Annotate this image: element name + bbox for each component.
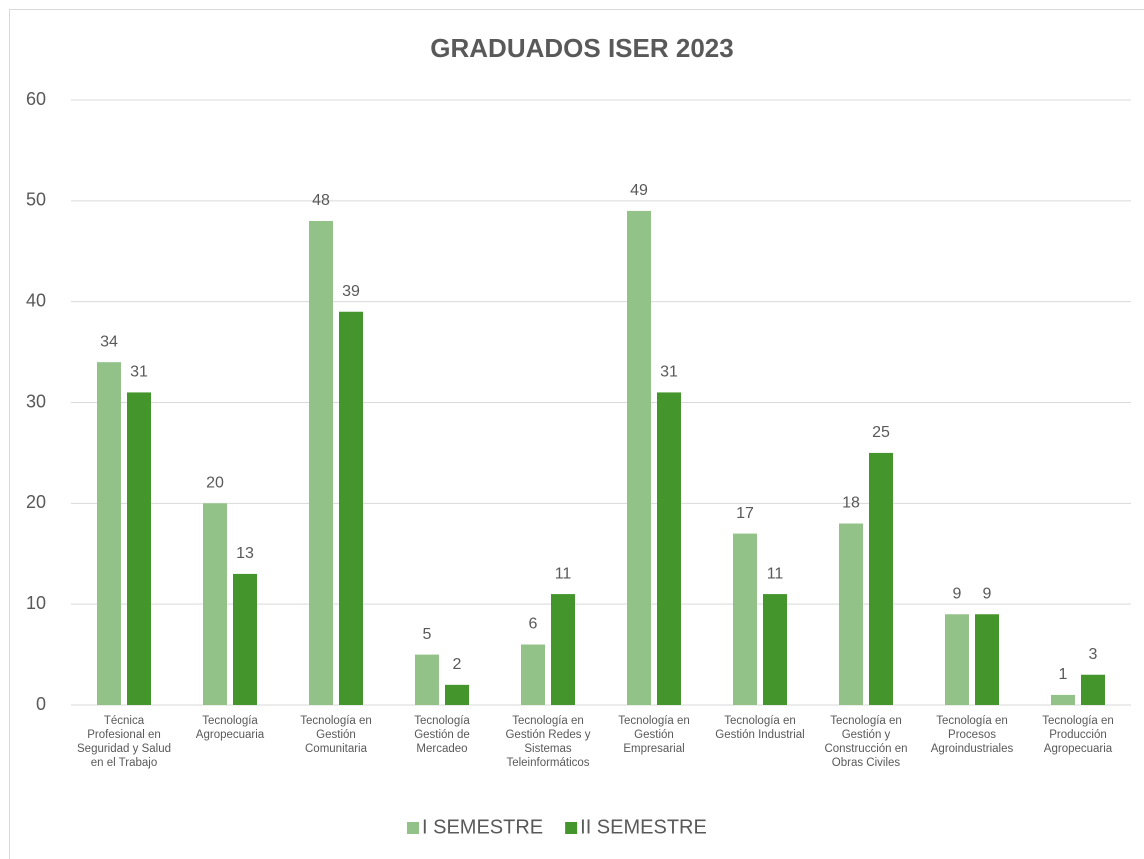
- y-tick-label: 10: [26, 593, 46, 613]
- x-tick-label: Tecnología en Gestión Industrial: [715, 715, 805, 741]
- bar: [763, 594, 787, 705]
- data-label: 18: [842, 495, 860, 512]
- x-tick-label: Tecnología en Gestión y Construcción en …: [824, 715, 908, 769]
- y-tick-label: 30: [26, 391, 46, 411]
- x-tick-label: Tecnología en Gestión Empresarial: [618, 715, 690, 755]
- bar: [657, 392, 681, 705]
- bar: [551, 594, 575, 705]
- data-label: 34: [100, 333, 118, 350]
- x-tick-label: Técnica Profesional en Seguridad y Salud…: [77, 715, 171, 769]
- data-label: 17: [736, 505, 754, 522]
- data-label: 13: [236, 545, 254, 562]
- legend-label: II SEMESTRE: [580, 816, 707, 838]
- bar: [233, 573, 257, 705]
- data-label: 5: [423, 626, 432, 643]
- data-label: 9: [983, 585, 992, 602]
- bar: [733, 533, 757, 705]
- data-label: 25: [872, 424, 890, 441]
- data-label: 48: [312, 192, 330, 209]
- chart-border: [9, 9, 1144, 859]
- bar: [521, 644, 545, 705]
- legend-swatch: [407, 822, 419, 834]
- data-label: 6: [529, 616, 538, 633]
- data-label: 31: [130, 364, 148, 381]
- bar: [203, 503, 227, 705]
- data-label: 49: [630, 182, 648, 199]
- y-tick-label: 60: [26, 89, 46, 109]
- bar: [339, 311, 363, 705]
- x-tick-label: Tecnología Gestión de Mercadeo: [414, 715, 470, 755]
- bar: [839, 523, 863, 705]
- bar: [445, 684, 469, 705]
- y-tick-label: 20: [26, 492, 46, 512]
- bar: [869, 452, 893, 705]
- bar: [627, 210, 651, 705]
- bar: [975, 614, 999, 705]
- x-tick-label: Tecnología en Procesos Agroindustriales: [930, 715, 1014, 755]
- chart-title: GRADUADOS ISER 2023: [430, 33, 733, 63]
- data-label: 20: [206, 475, 224, 492]
- y-tick-label: 0: [36, 694, 46, 714]
- x-tick-label: Tecnología en Gestión Redes y Sistemas T…: [505, 715, 591, 769]
- y-tick-label: 50: [26, 190, 46, 210]
- y-tick-label: 40: [26, 290, 46, 310]
- data-label: 2: [453, 656, 462, 673]
- x-tick-label: Tecnología en Gestión Comunitaria: [300, 715, 372, 755]
- bar: [415, 654, 439, 705]
- legend-swatch: [565, 822, 578, 834]
- bar: [1081, 674, 1105, 705]
- data-label: 11: [555, 565, 572, 582]
- bar: [945, 614, 969, 705]
- data-label: 1: [1059, 666, 1068, 683]
- data-label: 11: [767, 565, 784, 582]
- data-label: 39: [342, 283, 360, 300]
- data-label: 3: [1089, 646, 1098, 663]
- x-tick-label: Tecnología Agropecuaria: [195, 715, 265, 741]
- x-tick-label: Tecnología en Producción Agropecuaria: [1042, 715, 1114, 755]
- bar: [1051, 694, 1075, 705]
- data-label: 9: [953, 585, 962, 602]
- legend-label: I SEMESTRE: [422, 816, 543, 838]
- data-label: 31: [660, 364, 678, 381]
- bar: [309, 221, 333, 705]
- bar: [127, 392, 151, 705]
- bar: [97, 362, 121, 705]
